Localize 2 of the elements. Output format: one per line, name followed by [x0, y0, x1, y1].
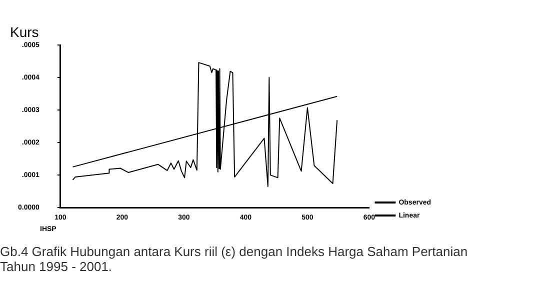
y-axis-title: Kurs [10, 24, 39, 40]
text: Gb.4 Grafik Hubungan antara Kurs riil (ε) dengan Indeks Harga Saham Pertanian Tahun 1995 - 2001. [0, 244, 468, 274]
